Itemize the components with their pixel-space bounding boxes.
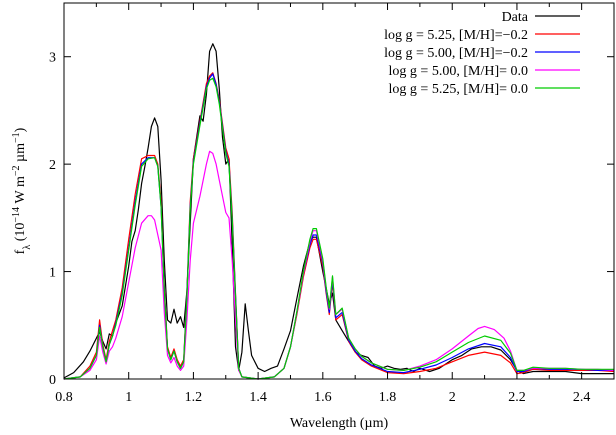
y-tick-label: 3: [49, 51, 56, 66]
legend-label-2: log g = 5.00, [M/H]=−0.2: [384, 46, 528, 61]
y-tick-label: 2: [49, 158, 56, 173]
x-tick-label: 1.8: [379, 390, 397, 405]
series-line-3: [63, 150, 615, 380]
series-line-1: [63, 72, 615, 380]
series-line-0: [63, 43, 614, 379]
series-layer: [63, 43, 615, 380]
x-tick-label: 0.8: [55, 390, 73, 405]
series-line-2: [63, 73, 614, 380]
x-tick-label: 2: [449, 390, 456, 405]
y-tick-label: 0: [49, 373, 56, 388]
y-axis-label: fλ (10−14 W m−2 µm−1): [11, 127, 33, 254]
legend-label-1: log g = 5.25, [M/H]=−0.2: [384, 28, 528, 43]
y-tick-label: 1: [49, 266, 56, 281]
legend: Data log g = 5.25, [M/H]=−0.2 log g = 5.00…: [384, 10, 580, 97]
legend-label-0: Data: [502, 10, 529, 25]
ticks-layer: 0.8 1 1.2 1.4 1.6 1.8 2 2.2 2.4 0 1 2 3: [49, 3, 614, 405]
legend-label-3: log g = 5.00, [M/H]= 0.0: [389, 64, 528, 79]
plot-frame: [63, 2, 615, 380]
x-tick-label: 1.2: [185, 390, 203, 405]
series-line-4: [63, 77, 614, 380]
x-tick-label: 2.4: [573, 390, 591, 405]
legend-label-4: log g = 5.25, [M/H]= 0.0: [389, 82, 528, 97]
x-tick-label: 1.6: [314, 390, 332, 405]
x-axis-label: Wavelength (µm): [290, 416, 389, 431]
x-tick-label: 1.4: [249, 390, 267, 405]
x-tick-label: 2.2: [508, 390, 526, 405]
x-tick-label: 1: [125, 390, 132, 405]
